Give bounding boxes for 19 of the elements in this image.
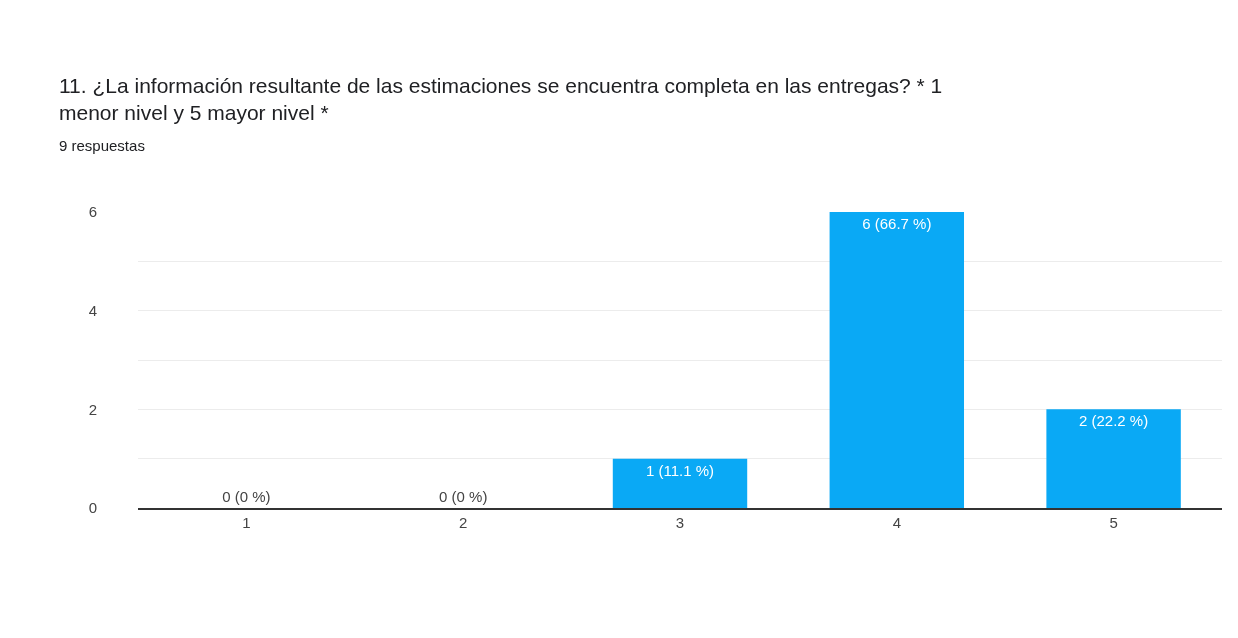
data-label: 0 (0 %) — [439, 488, 488, 505]
x-tick-label: 2 — [459, 513, 468, 531]
bar — [1046, 409, 1181, 508]
bar — [829, 212, 965, 508]
x-tick-label: 3 — [675, 513, 685, 531]
chart-subtitle: 9 respuestas — [59, 137, 145, 154]
y-tick-label: 0 — [88, 499, 97, 517]
y-tick-label: 6 — [88, 203, 97, 221]
x-tick-label: 4 — [892, 513, 901, 531]
data-label: 0 (0 %) — [222, 488, 271, 505]
data-label: 6 (66.7 %) — [862, 215, 932, 232]
chart-title: 11. ¿La información resultante de las estimaciones se encuentra completa en las entregas? * 1 menor nivel y 5 mayor nivel * — [59, 74, 943, 125]
y-tick-label: 2 — [88, 400, 97, 418]
data-label: 1 (11.1 %) — [645, 461, 715, 479]
y-tick-label: 4 — [88, 301, 97, 319]
x-tick-label: 5 — [1109, 513, 1118, 531]
data-label: 2 (22.2 %) — [1079, 412, 1149, 430]
x-tick-label: 1 — [242, 513, 251, 531]
bar — [612, 458, 748, 508]
